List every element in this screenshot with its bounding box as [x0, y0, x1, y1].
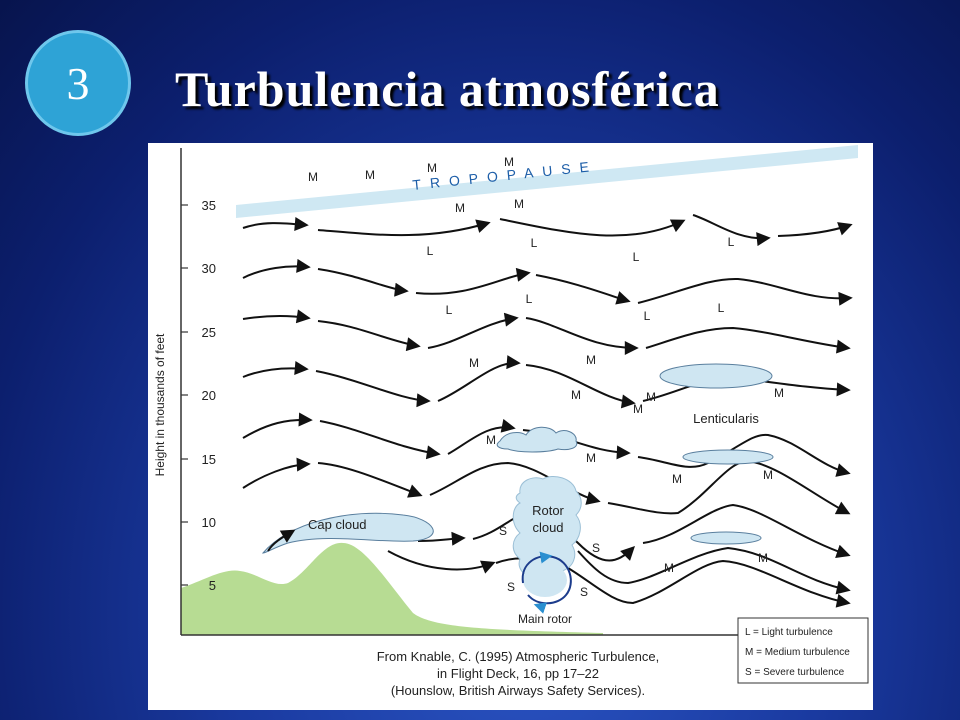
turbulence-mark: M [514, 197, 524, 211]
turbulence-mark: M [758, 551, 768, 565]
turbulence-mark: M [455, 201, 465, 215]
y-tick-label: 10 [202, 515, 216, 530]
legend: L = Light turbulence M = Medium turbulen… [737, 617, 869, 684]
cap-cloud-arrow [267, 529, 296, 552]
turbulence-mark: L [427, 244, 434, 258]
turbulence-mark: L [531, 236, 538, 250]
y-ticks [181, 204, 188, 586]
rotor-cloud-label: cloud [532, 520, 563, 535]
turbulence-mark: S [499, 524, 507, 538]
turbulence-mark: M [469, 356, 479, 370]
y-tick-label: 25 [202, 325, 216, 340]
tropopause-band [236, 145, 858, 218]
turbulence-mark: M [664, 561, 674, 575]
turbulence-mark: M [365, 168, 375, 182]
cloud [496, 426, 578, 453]
rotor-cloud-label: Rotor [532, 503, 564, 518]
lenticular-cloud [682, 449, 774, 465]
main-rotor-arrow [539, 551, 553, 564]
main-rotor-label: Main rotor [518, 612, 572, 626]
turbulence-mark: M [774, 386, 784, 400]
turbulence-mark: M [427, 161, 437, 175]
turbulence-mark: L [526, 292, 533, 306]
turbulence-mark: L [633, 250, 640, 264]
turbulence-mark: M [586, 353, 596, 367]
y-tick-label: 35 [202, 198, 216, 213]
turbulence-mark: L [728, 235, 735, 249]
y-tick-label: 15 [202, 452, 216, 467]
turbulence-mark: S [507, 580, 515, 594]
turbulence-mark: M [763, 468, 773, 482]
turbulence-mark: M [646, 390, 656, 404]
lenticular-cloud [659, 363, 773, 389]
y-axis-label: Height in thousands of feet [153, 333, 167, 476]
cap-cloud [261, 512, 434, 554]
main-rotor-arrow [533, 602, 548, 614]
legend-item: M = Medium turbulence [745, 647, 850, 658]
turbulence-mark: M [586, 451, 596, 465]
slide-number-badge: 3 [25, 30, 131, 136]
turbulence-mark: M [672, 472, 682, 486]
lenticular-cloud [690, 531, 762, 545]
main-rotor-cloud [523, 563, 567, 597]
mountain [181, 542, 603, 635]
main-rotor-circulation [521, 555, 572, 605]
slide-title: Turbulencia atmosférica [175, 61, 720, 117]
turbulence-mark: M [633, 402, 643, 416]
turbulence-mark: L [446, 303, 453, 317]
turbulence-mark: S [592, 541, 600, 555]
turbulence-diagram: TROPOPAUSE 35 30 25 20 15 10 5 Height in… [148, 143, 873, 710]
legend-item: L = Light turbulence [745, 627, 833, 638]
turbulence-mark: L [644, 309, 651, 323]
turbulence-mark: M [486, 433, 496, 447]
citation-line: (Hounslow, British Airways Safety Servic… [391, 683, 645, 698]
y-tick-label: 5 [209, 578, 216, 593]
y-tick-label: 30 [202, 261, 216, 276]
turbulence-mark: S [580, 585, 588, 599]
citation-line: in Flight Deck, 16, pp 17–22 [437, 666, 599, 681]
citation-line: From Knable, C. (1995) Atmospheric Turbu… [377, 649, 660, 664]
cap-cloud-label: Cap cloud [308, 517, 367, 532]
turbulence-mark: L [718, 301, 725, 315]
legend-item: S = Severe turbulence [745, 667, 845, 678]
lenticularis-label: Lenticularis [693, 411, 759, 426]
turbulence-mark: M [571, 388, 581, 402]
turbulence-mark: M [504, 155, 514, 169]
turbulence-mark: M [308, 170, 318, 184]
y-tick-label: 20 [202, 388, 216, 403]
